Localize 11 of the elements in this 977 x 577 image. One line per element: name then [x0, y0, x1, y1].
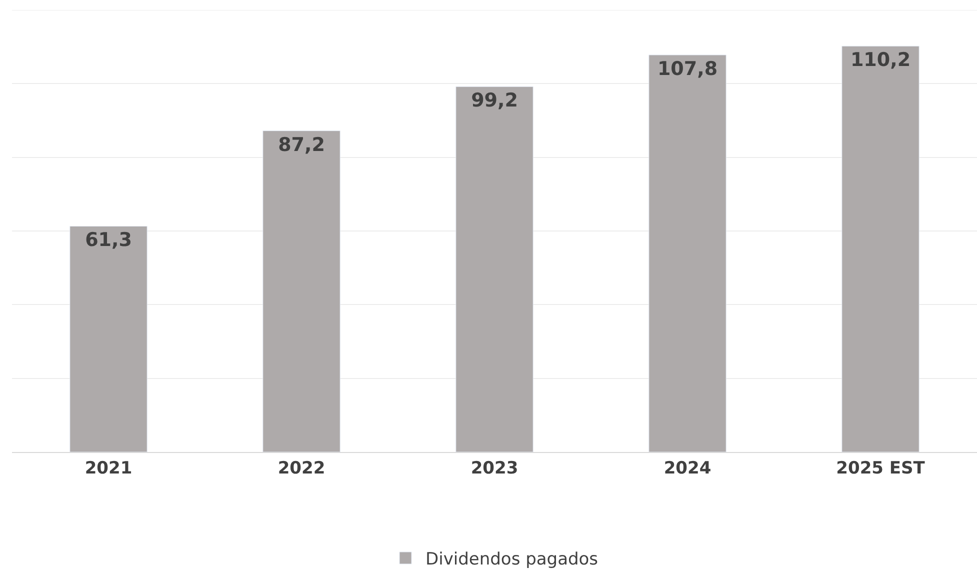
legend-label: Dividendos pagados — [426, 550, 598, 570]
data-label: 107,8 — [657, 58, 718, 80]
x-tick-label: 2022 — [278, 458, 326, 478]
x-tick-label: 2025 EST — [836, 458, 926, 478]
x-tick-label: 2023 — [470, 458, 518, 478]
data-label: 87,2 — [278, 134, 325, 156]
data-label: 61,3 — [85, 229, 132, 252]
data-label: 99,2 — [471, 90, 518, 112]
data-label: 110,2 — [850, 49, 911, 72]
x-tick-label: 2021 — [84, 458, 132, 478]
x-tick-label: 2024 — [664, 458, 712, 478]
